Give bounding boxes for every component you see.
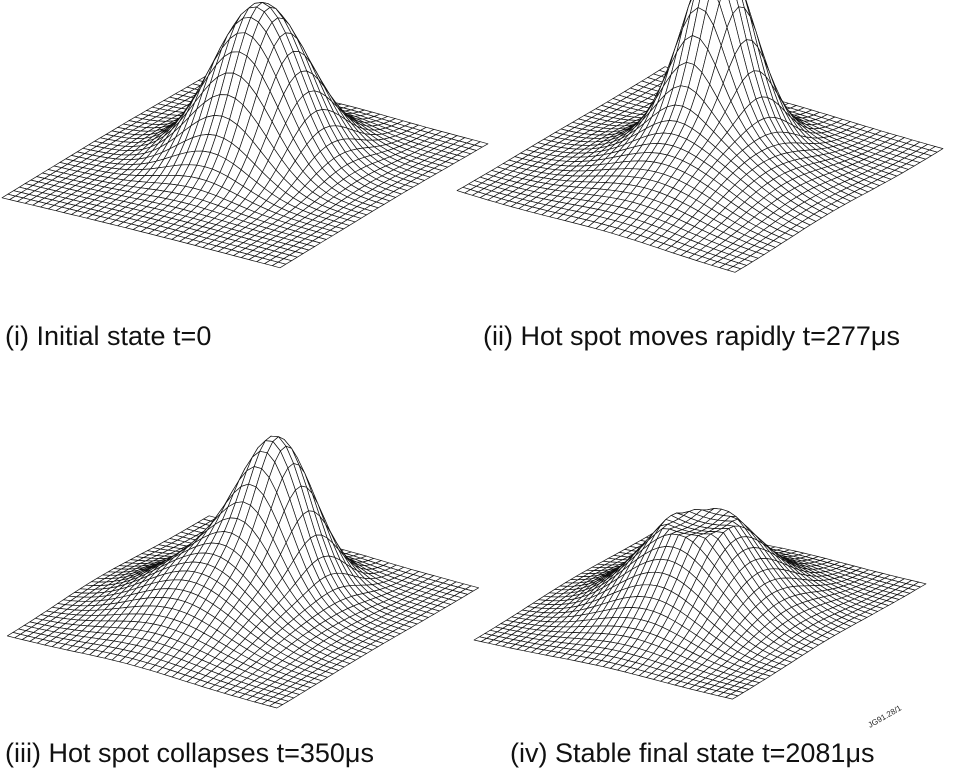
surface-plot: [2, 2, 488, 267]
surface-plot: [474, 508, 926, 699]
surface-plot: [457, 0, 943, 272]
page: (i) Initial state t=0 (ii) Hot spot move…: [0, 0, 958, 776]
figure: (i) Initial state t=0 (ii) Hot spot move…: [0, 0, 958, 776]
surface-plot: [7, 436, 478, 708]
